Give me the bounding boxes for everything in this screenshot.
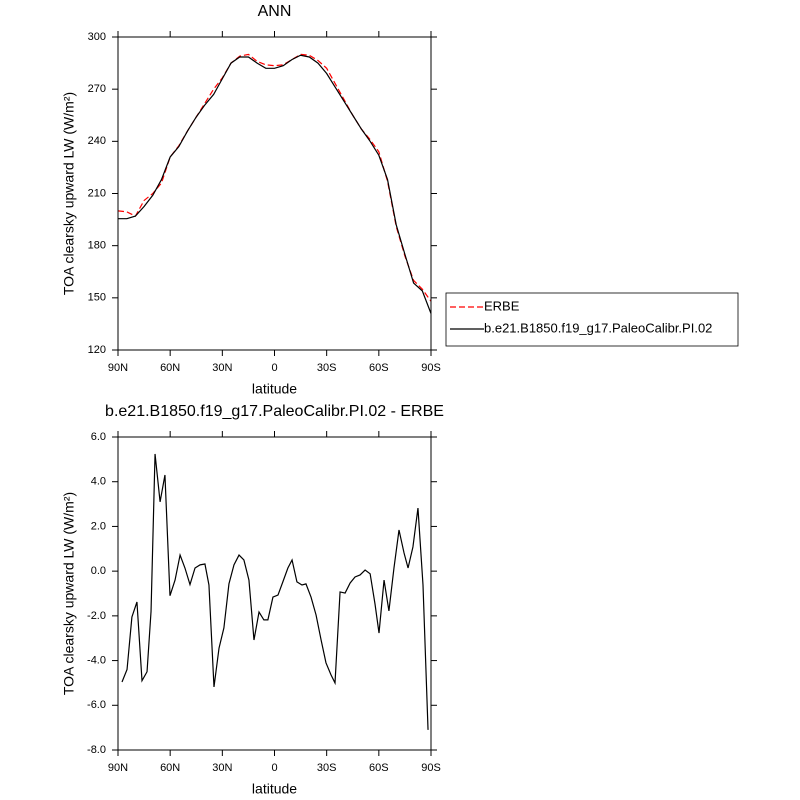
- x-tick-label: 90S: [421, 362, 441, 374]
- y-tick-label: -4.0: [87, 654, 106, 666]
- data-line: [121, 453, 429, 730]
- y-tick-label: 270: [88, 83, 106, 95]
- chart-title: b.e21.B1850.f19_g17.PaleoCalibr.PI.02 - …: [105, 403, 444, 420]
- x-tick-label: 90N: [108, 762, 128, 774]
- data-line: [118, 54, 432, 314]
- data-line: [117, 53, 432, 302]
- x-tick-label: 0: [271, 762, 277, 774]
- legend-box: [445, 292, 739, 347]
- x-tick-label: 30S: [317, 362, 337, 374]
- y-tick-label: 4.0: [91, 476, 106, 488]
- y-tick-label: 2.0: [91, 520, 106, 532]
- y-tick-label: 180: [88, 240, 106, 252]
- y-tick-label: -6.0: [87, 699, 106, 711]
- plot-frame: [117, 36, 432, 351]
- x-tick-label: 60N: [160, 362, 180, 374]
- x-axis-label: latitude: [252, 781, 297, 797]
- y-tick-label: 300: [88, 31, 106, 43]
- y-tick-label: -8.0: [87, 744, 106, 756]
- x-tick-label: 30N: [212, 762, 232, 774]
- y-tick-label: 150: [88, 292, 106, 304]
- y-axis-label: TOA clearsky upward LW (W/m²): [61, 92, 77, 295]
- x-tick-label: 30S: [317, 762, 337, 774]
- y-tick-label: 120: [88, 344, 106, 356]
- x-tick-label: 0: [271, 362, 277, 374]
- x-tick-label: 60S: [369, 762, 389, 774]
- y-tick-label: 210: [88, 187, 106, 199]
- legend-label: ERBE: [484, 298, 520, 313]
- y-axis-label: TOA clearsky upward LW (W/m²): [61, 492, 77, 695]
- plot-frame: [117, 436, 432, 751]
- y-tick-label: 240: [88, 135, 106, 147]
- y-tick-label: 0.0: [91, 565, 106, 577]
- x-tick-label: 90N: [108, 362, 128, 374]
- x-tick-label: 30N: [212, 362, 232, 374]
- x-tick-label: 60N: [160, 762, 180, 774]
- y-tick-label: 6.0: [91, 431, 106, 443]
- legend-label: b.e21.B1850.f19_g17.PaleoCalibr.PI.02: [484, 320, 712, 335]
- x-axis-label: latitude: [252, 381, 297, 397]
- x-tick-label: 60S: [369, 362, 389, 374]
- y-tick-label: -2.0: [87, 610, 106, 622]
- chart-title: ANN: [258, 3, 292, 20]
- x-tick-label: 90S: [421, 762, 441, 774]
